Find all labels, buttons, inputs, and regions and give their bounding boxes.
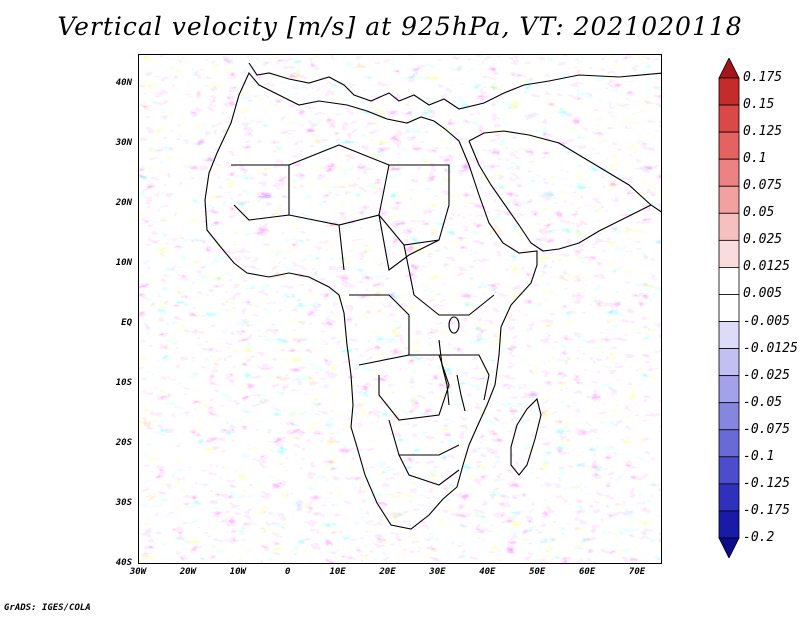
lat-tick-label: 40S (115, 558, 132, 568)
colorbar-swatch (718, 402, 740, 431)
colorbar-label: -0.125 (743, 475, 790, 491)
colorbar-label: -0.05 (743, 394, 783, 410)
colorbar-swatch (718, 375, 740, 404)
colorbar-swatch (718, 456, 740, 485)
lat-tick-label: 30N (115, 138, 132, 148)
lon-tick-label: 20W (179, 567, 197, 577)
colorbar-swatch (718, 131, 740, 160)
map-canvas (139, 55, 661, 563)
colorbar-swatch (718, 321, 740, 349)
colorbar-swatch (718, 348, 740, 377)
colorbar-swatch (718, 58, 740, 79)
lat-tick-label: 10S (115, 378, 132, 388)
colorbar-swatch (718, 104, 740, 133)
colorbar-swatch (718, 239, 740, 268)
lon-tick-label: 10E (329, 567, 346, 577)
colorbar-label: -0.1 (743, 448, 775, 464)
lon-tick-label: 20E (379, 567, 396, 577)
colorbar-label: 0.075 (743, 178, 783, 194)
colorbar-swatch (718, 510, 740, 539)
lon-tick-label: 60E (579, 567, 596, 577)
lat-tick-label: 20S (115, 438, 132, 448)
lon-tick-label: 0 (284, 567, 291, 577)
lon-tick-label: 50E (529, 567, 546, 577)
lat-tick-label: 10N (115, 258, 132, 268)
colorbar-label: -0.175 (743, 502, 790, 518)
colorbar-label: 0.025 (743, 232, 783, 248)
colorbar-swatch (718, 77, 740, 106)
lon-tick-label: 70E (628, 567, 646, 577)
colorbar-swatch (718, 537, 740, 558)
lon-tick-label: 40E (479, 567, 496, 577)
lon-tick-label: 30W (129, 567, 147, 577)
colorbar-label: 0.05 (743, 205, 775, 221)
coastlines-and-borders (204, 62, 661, 530)
colorbar-swatch (718, 158, 740, 187)
lat-tick-label: 40N (115, 78, 132, 88)
lat-tick-label: 30S (115, 498, 132, 508)
colorbar-swatch (718, 212, 740, 241)
lon-tick-label: 30E (429, 567, 446, 577)
colorbar-label: -0.0125 (743, 340, 798, 356)
chart-title: Vertical velocity [m/s] at 925hPa, VT: 2… (57, 12, 743, 41)
colorbar-swatch (718, 267, 740, 295)
colorbar-label: 0.175 (743, 70, 783, 85)
credit-label: GrADS: IGES/COLA (4, 603, 91, 613)
colorbar-label: 0.005 (743, 286, 783, 302)
colorbar-label: -0.075 (743, 421, 790, 437)
colorbar-swatch (718, 429, 740, 458)
colorbar-label: -0.025 (743, 367, 790, 383)
lat-tick-label: EQ (121, 318, 132, 328)
colorbar-label: 0.15 (743, 97, 775, 113)
lon-tick-label: 10W (229, 567, 246, 577)
colorbar (718, 58, 740, 558)
map-panel (138, 54, 662, 564)
colorbar-label: 0.0125 (743, 259, 790, 275)
velocity-field (139, 55, 661, 563)
colorbar-label: -0.005 (743, 313, 790, 329)
colorbar-swatch (718, 294, 740, 322)
colorbar-swatch (718, 483, 740, 512)
colorbar-label: 0.125 (743, 124, 783, 140)
colorbar-label: 0.1 (743, 151, 767, 167)
colorbar-label: -0.2 (743, 530, 775, 545)
lat-tick-label: 20N (115, 198, 132, 208)
colorbar-swatch (718, 185, 740, 214)
